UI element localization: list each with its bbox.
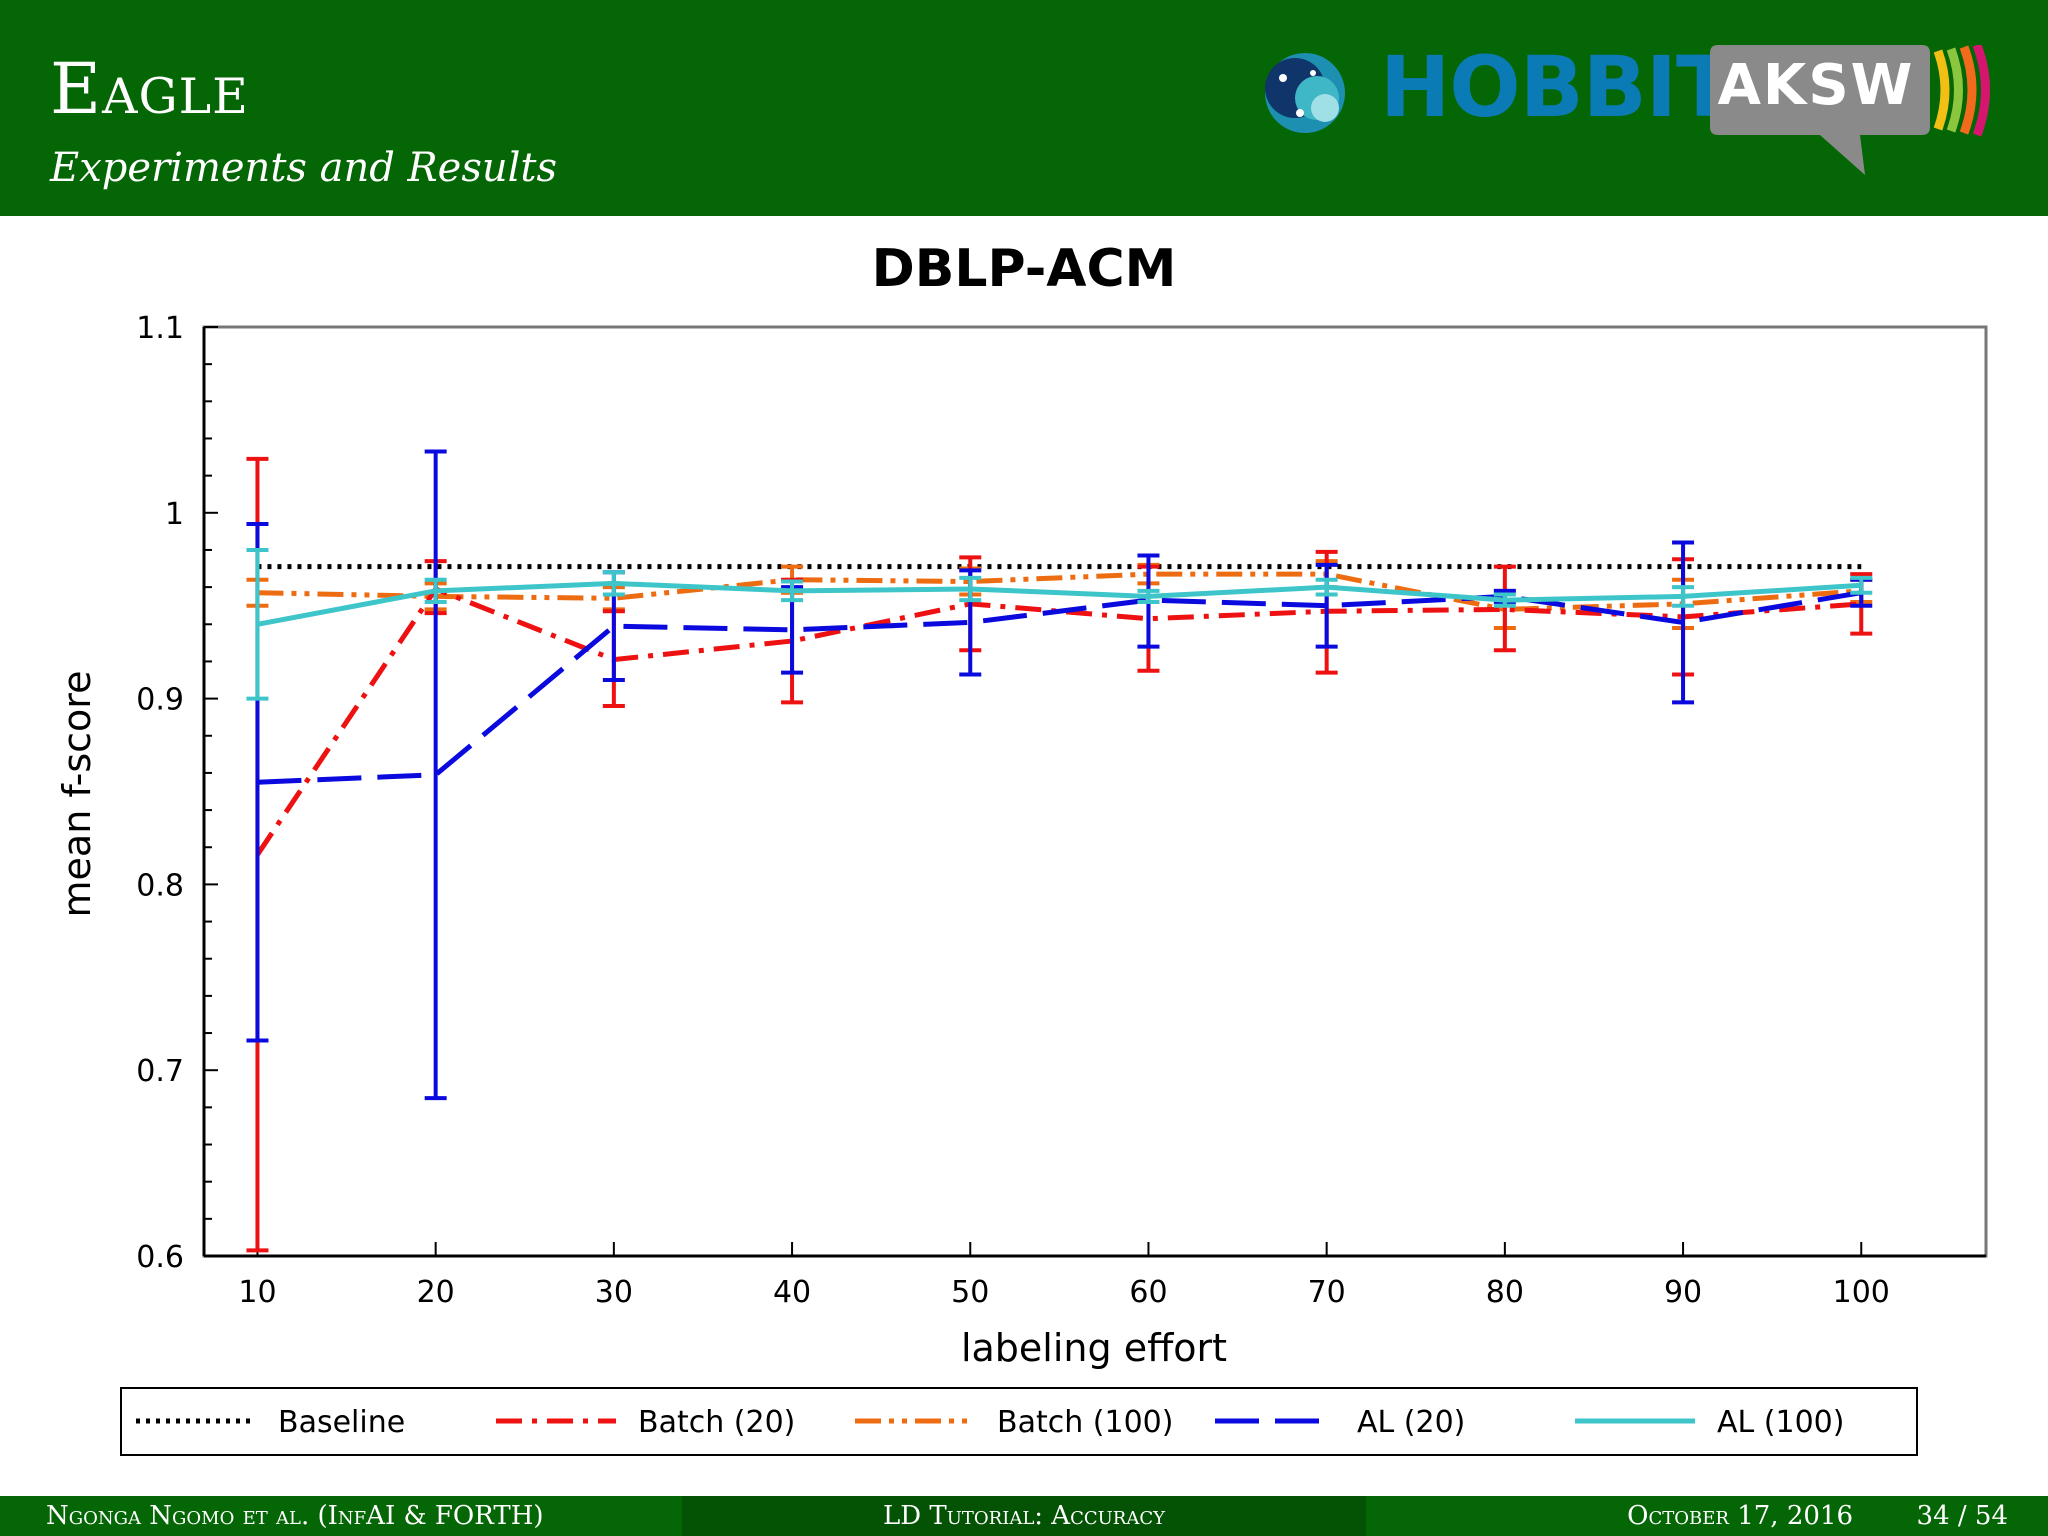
legend-item: AL (20): [1215, 1405, 1465, 1440]
y-tick-label: 0.9: [136, 683, 184, 718]
dblp-acm-chart: DBLP-ACM 0.6 0.7 0.8 0.9 1 1.1 10 20 30 40 50 60 70…: [55, 239, 1988, 1456]
x-tick-label: 30: [595, 1275, 633, 1310]
series-line: [257, 571, 1862, 612]
y-axis-label: mean f-score: [55, 671, 99, 918]
hobbit-logo: HOBBIT: [1255, 38, 1733, 138]
x-tick-label: 50: [951, 1275, 989, 1310]
legend-item: AL (100): [1575, 1405, 1844, 1440]
legend-label: AL (20): [1357, 1405, 1465, 1440]
footer-authors-box: Ngonga Ngomo et al. (InfAI & FORTH): [0, 1496, 682, 1536]
y-tick-label: 1: [165, 497, 184, 532]
footer-talk-title: LD Tutorial: Accuracy: [883, 1501, 1165, 1531]
x-ticks: 10 20 30 40 50 60 70 80 90 100: [238, 1242, 1890, 1310]
slide-footer: Ngonga Ngomo et al. (InfAI & FORTH) LD T…: [0, 1496, 2048, 1536]
y-tick-label: 0.7: [136, 1054, 184, 1089]
legend-label: AL (100): [1717, 1405, 1844, 1440]
y-ticks: 0.6 0.7 0.8 0.9 1 1.1: [136, 311, 218, 1275]
y-tick-label: 0.6: [136, 1240, 184, 1275]
x-tick-label: 70: [1308, 1275, 1346, 1310]
x-tick-label: 10: [238, 1275, 276, 1310]
plot-frame: [202, 325, 1988, 1258]
aksw-speech-bubble-icon: [1710, 45, 1990, 175]
footer-talk-box: LD Tutorial: Accuracy: [682, 1496, 1366, 1536]
series-3: [246, 449, 1873, 1101]
series-line: [257, 590, 1862, 785]
x-axis-label: labeling effort: [961, 1326, 1227, 1370]
x-tick-label: 90: [1664, 1275, 1702, 1310]
legend-label: Batch (100): [997, 1405, 1173, 1440]
legend-item: Baseline: [136, 1405, 405, 1440]
series-line: [255, 585, 1862, 857]
series-line: [256, 580, 1862, 627]
y-tick-label: 0.8: [136, 868, 184, 903]
legend-item: Batch (100): [855, 1405, 1173, 1440]
footer-page-number: 34 / 54: [1916, 1501, 2008, 1531]
hobbit-swirl-icon: [1265, 53, 1345, 133]
series-4: [246, 547, 1873, 701]
legend-items: Baseline Batch (20) Batch (100) AL (20) AL (…: [136, 1405, 1844, 1440]
aksw-logo: AKSW: [1710, 45, 2010, 175]
footer-authors: Ngonga Ngomo et al. (InfAI & FORTH): [46, 1501, 544, 1531]
chart-title: DBLP-ACM: [872, 239, 1177, 299]
aksw-logo-text: AKSW: [1717, 53, 1915, 118]
footer-date: October 17, 2016: [1627, 1501, 1853, 1531]
x-tick-label: 100: [1833, 1275, 1890, 1310]
series-group: [246, 449, 1873, 1253]
x-tick-label: 40: [773, 1275, 811, 1310]
hobbit-logo-text: HOBBIT: [1380, 38, 1733, 136]
footer-date-box: October 17, 2016 34 / 54: [1366, 1496, 2048, 1536]
legend-label: Baseline: [278, 1405, 405, 1440]
x-tick-label: 60: [1129, 1275, 1167, 1310]
legend-label: Batch (20): [638, 1405, 795, 1440]
slide-subtitle: Experiments and Results: [50, 145, 558, 191]
x-tick-label: 80: [1486, 1275, 1524, 1310]
legend-item: Batch (20): [496, 1405, 795, 1440]
slide-title: Eagle: [50, 48, 249, 130]
slide-header: Eagle Experiments and Results HOBBIT AKS…: [0, 0, 2048, 216]
y-tick-label: 1.1: [136, 311, 184, 346]
x-tick-label: 20: [417, 1275, 455, 1310]
